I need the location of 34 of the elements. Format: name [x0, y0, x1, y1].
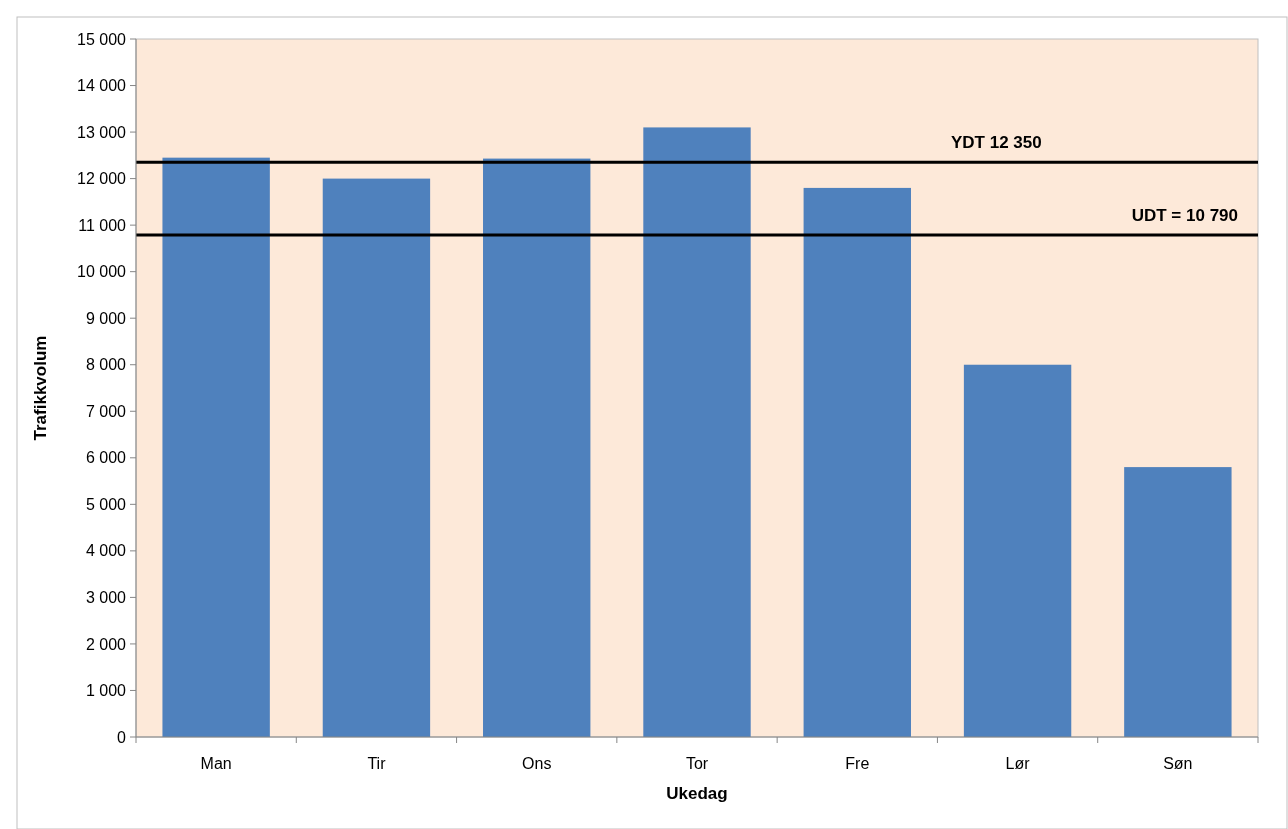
y-tick-label: 15 000 [77, 30, 127, 48]
y-tick-label: 3 000 [85, 589, 127, 606]
x-tick-label: Ons [522, 755, 552, 772]
ref-line-label: YDT 12 350 [951, 133, 1042, 153]
y-tick-label: 0 [117, 728, 127, 746]
y-tick-label: 8 000 [85, 356, 127, 374]
x-tick-label: Fre [845, 755, 870, 772]
y-tick-label: 7 000 [85, 402, 127, 420]
y-tick-label: 5 000 [85, 495, 127, 513]
y-tick-label: 1 000 [85, 682, 127, 700]
bar [643, 127, 751, 737]
y-tick-label: 11 000 [78, 216, 127, 234]
bar [162, 157, 270, 737]
y-tick-label: 4 000 [85, 542, 127, 560]
y-tick-label: 14 000 [77, 77, 127, 95]
y-tick-label: 12 000 [77, 170, 127, 188]
x-tick-label: Søn [1163, 755, 1193, 772]
x-axis-title: Ukedag [666, 784, 728, 803]
y-tick-label: 9 000 [85, 309, 127, 327]
y-tick-label: 6 000 [85, 449, 127, 467]
y-tick-label: 13 000 [77, 123, 127, 141]
x-tick-label: Tir [367, 755, 387, 772]
y-axis-title: Trafikkvolum [31, 335, 50, 441]
x-tick-label: Tor [685, 755, 709, 772]
bar [322, 178, 431, 737]
bar [963, 364, 1072, 737]
bar [1124, 467, 1232, 737]
y-tick-label: 10 000 [77, 263, 127, 281]
ref-line-label: UDT = 10 790 [1131, 205, 1238, 225]
x-tick-label: Lør [1005, 755, 1031, 772]
x-tick-label: Man [200, 755, 232, 772]
y-tick-label: 2 000 [85, 635, 127, 653]
bar [803, 187, 911, 737]
bar [483, 158, 591, 737]
